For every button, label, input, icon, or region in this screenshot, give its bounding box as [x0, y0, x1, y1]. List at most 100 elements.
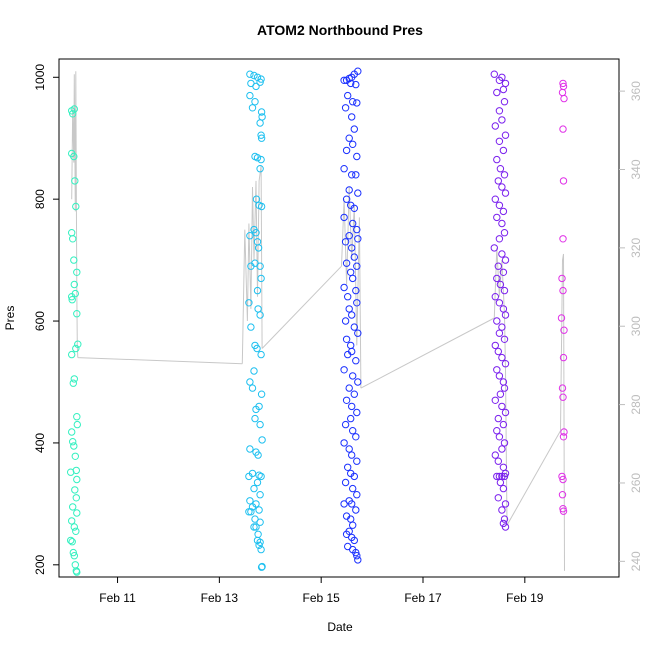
data-point — [340, 213, 348, 222]
data-point — [257, 202, 266, 211]
data-point — [340, 439, 348, 447]
data-point — [353, 491, 361, 499]
data-point — [340, 283, 348, 292]
data-point — [494, 494, 502, 502]
data-point — [250, 484, 258, 493]
data-point — [344, 350, 352, 359]
data-point — [353, 152, 361, 161]
data-point — [353, 99, 361, 107]
data-point — [344, 463, 352, 471]
data-point — [498, 402, 506, 411]
data-point — [498, 445, 506, 453]
data-point — [69, 503, 77, 511]
data-point — [342, 259, 351, 267]
data-point — [352, 286, 360, 295]
data-point — [350, 323, 358, 331]
data-point — [345, 384, 353, 392]
data-point — [500, 472, 509, 481]
data-point — [499, 85, 508, 94]
data-point — [496, 390, 505, 398]
trace-segment — [341, 186, 362, 389]
data-point — [255, 471, 263, 479]
data-point — [70, 280, 79, 289]
data-point — [345, 134, 353, 142]
data-point — [257, 390, 266, 398]
data-point — [501, 311, 510, 319]
y-tick-label: 400 — [33, 433, 47, 453]
data-point — [349, 140, 357, 149]
data-point — [354, 378, 362, 386]
data-point — [558, 384, 567, 392]
data-point — [69, 379, 78, 387]
y-axis: 200 400 600 800 1000 — [33, 64, 59, 575]
data-point — [73, 413, 81, 421]
data-point — [256, 165, 264, 173]
data-point — [246, 378, 254, 386]
x-axis-label: Date — [327, 620, 353, 634]
y-axis-label: Pres — [3, 306, 17, 331]
data-point — [344, 293, 352, 301]
data-point — [490, 70, 498, 78]
data-point — [255, 541, 263, 549]
data-point — [501, 360, 510, 368]
data-point — [494, 457, 502, 465]
data-point — [345, 445, 353, 453]
data-point — [354, 329, 362, 337]
data-point — [348, 244, 356, 252]
data-point — [252, 82, 260, 91]
data-point — [247, 323, 255, 331]
data-point — [499, 207, 508, 216]
data-point — [251, 98, 259, 106]
data-point — [250, 367, 258, 375]
data-point — [493, 366, 501, 374]
data-point — [493, 155, 501, 164]
data-point — [248, 384, 257, 392]
y2-tick-label: 240 — [629, 551, 643, 571]
data-point — [347, 79, 355, 88]
data-point — [499, 146, 508, 155]
data-point — [348, 171, 356, 179]
data-point — [74, 340, 82, 348]
data-point — [253, 286, 262, 295]
data-point — [258, 436, 266, 444]
data-point — [73, 475, 81, 484]
data-point — [559, 475, 567, 484]
data-point — [495, 433, 504, 441]
data-point — [558, 491, 567, 499]
data-point — [495, 235, 504, 243]
data-point — [491, 341, 499, 350]
data-point — [352, 506, 360, 514]
data-point — [342, 195, 351, 203]
series-1 — [67, 105, 82, 576]
chart-title: ATOM2 Northbound Pres — [257, 22, 423, 38]
data-point — [256, 119, 264, 127]
data-point — [350, 204, 358, 213]
data-point — [252, 405, 260, 414]
data-point — [500, 439, 509, 447]
data-point — [498, 219, 506, 228]
trace-segment — [261, 265, 342, 349]
data-point — [499, 420, 508, 429]
data-point — [354, 235, 362, 243]
x-axis: Feb 11 Feb 13 Feb 15 Feb 17 Feb 19 — [99, 577, 544, 605]
data-point — [560, 94, 568, 103]
series-4 — [490, 70, 510, 531]
data-point — [349, 484, 357, 493]
data-point — [69, 110, 77, 118]
data-point — [345, 186, 353, 194]
y2-tick-label: 320 — [629, 238, 643, 258]
data-point — [499, 268, 508, 276]
data-point — [257, 134, 266, 142]
data-point — [494, 347, 502, 356]
data-point — [246, 445, 254, 453]
data-point — [246, 70, 254, 78]
data-point — [501, 523, 510, 531]
data-point — [494, 177, 502, 185]
y2-tick-label: 260 — [629, 473, 643, 493]
data-point — [250, 523, 258, 531]
data-point — [341, 478, 350, 487]
data-point — [252, 195, 261, 203]
data-point — [73, 568, 81, 576]
data-point — [69, 548, 78, 557]
data-point — [499, 484, 508, 493]
